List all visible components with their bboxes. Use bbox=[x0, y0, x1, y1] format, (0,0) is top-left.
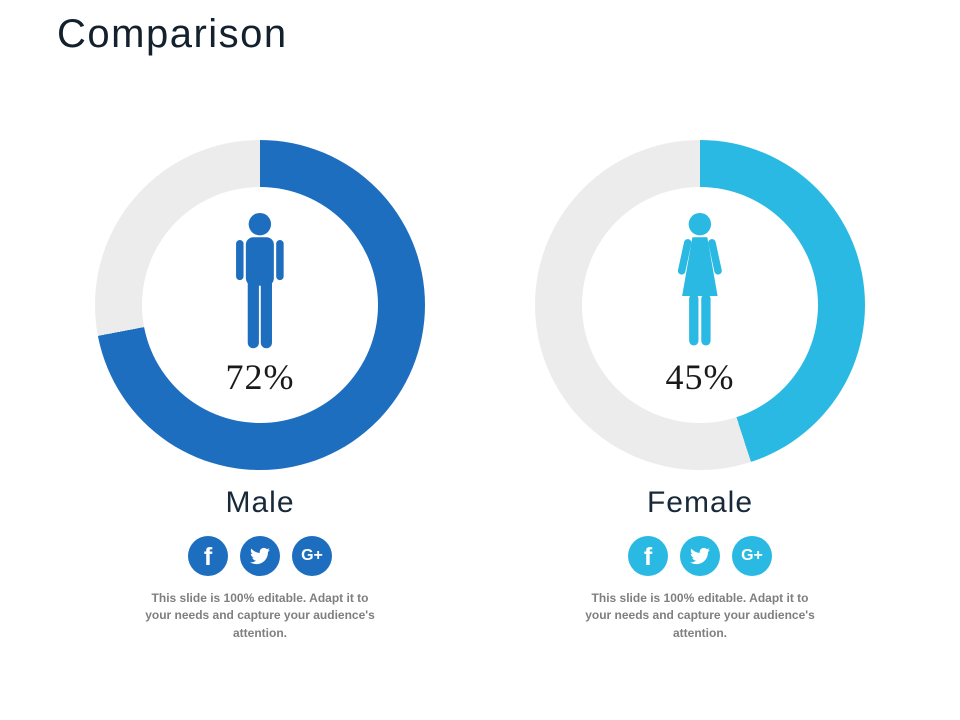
twitter-icon bbox=[690, 547, 710, 565]
facebook-button[interactable]: f bbox=[188, 536, 228, 576]
male-donut-chart: 72% bbox=[95, 140, 425, 470]
google-plus-icon: G+ bbox=[741, 547, 763, 564]
female-donut-chart: 45% bbox=[535, 140, 865, 470]
male-percentage: 72% bbox=[225, 357, 295, 397]
editable-note: This slide is 100% editable. Adapt it to… bbox=[585, 591, 815, 640]
facebook-button[interactable]: f bbox=[628, 536, 668, 576]
male-icon bbox=[230, 212, 290, 352]
editable-note: This slide is 100% editable. Adapt it to… bbox=[145, 591, 375, 640]
male-label: Male bbox=[225, 486, 295, 519]
comparison-columns: 72% Male f G+ This slide is 100% editabl… bbox=[0, 140, 960, 642]
male-panel: 72% Male f G+ This slide is 100% editabl… bbox=[80, 140, 440, 642]
male-social-row: f G+ bbox=[188, 536, 332, 576]
facebook-icon: f bbox=[203, 542, 213, 571]
google-plus-icon: G+ bbox=[301, 547, 323, 564]
female-donut-center: 45% bbox=[582, 187, 818, 423]
twitter-button[interactable] bbox=[240, 536, 280, 576]
twitter-icon bbox=[250, 547, 270, 565]
female-percentage: 45% bbox=[665, 357, 735, 397]
google-plus-button[interactable]: G+ bbox=[292, 536, 332, 576]
female-icon bbox=[670, 212, 730, 352]
female-label: Female bbox=[646, 486, 754, 519]
page-title: Comparison bbox=[57, 12, 288, 56]
google-plus-button[interactable]: G+ bbox=[732, 536, 772, 576]
female-panel: 45% Female f G+ This slide is 100% edita… bbox=[520, 140, 880, 642]
female-social-row: f G+ bbox=[628, 536, 772, 576]
facebook-icon: f bbox=[643, 542, 653, 571]
male-donut-center: 72% bbox=[142, 187, 378, 423]
twitter-button[interactable] bbox=[680, 536, 720, 576]
